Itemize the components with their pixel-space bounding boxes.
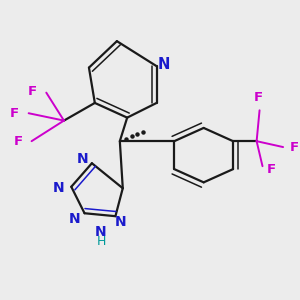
Text: F: F bbox=[10, 107, 19, 120]
Text: N: N bbox=[53, 181, 65, 195]
Text: H: H bbox=[97, 235, 106, 248]
Text: F: F bbox=[14, 135, 23, 148]
Text: F: F bbox=[267, 163, 276, 176]
Text: N: N bbox=[115, 215, 127, 229]
Text: N: N bbox=[95, 225, 106, 239]
Text: F: F bbox=[28, 85, 37, 98]
Text: F: F bbox=[290, 141, 299, 154]
Text: N: N bbox=[77, 152, 89, 166]
Text: N: N bbox=[68, 212, 80, 226]
Text: N: N bbox=[158, 57, 170, 72]
Text: F: F bbox=[254, 91, 262, 103]
